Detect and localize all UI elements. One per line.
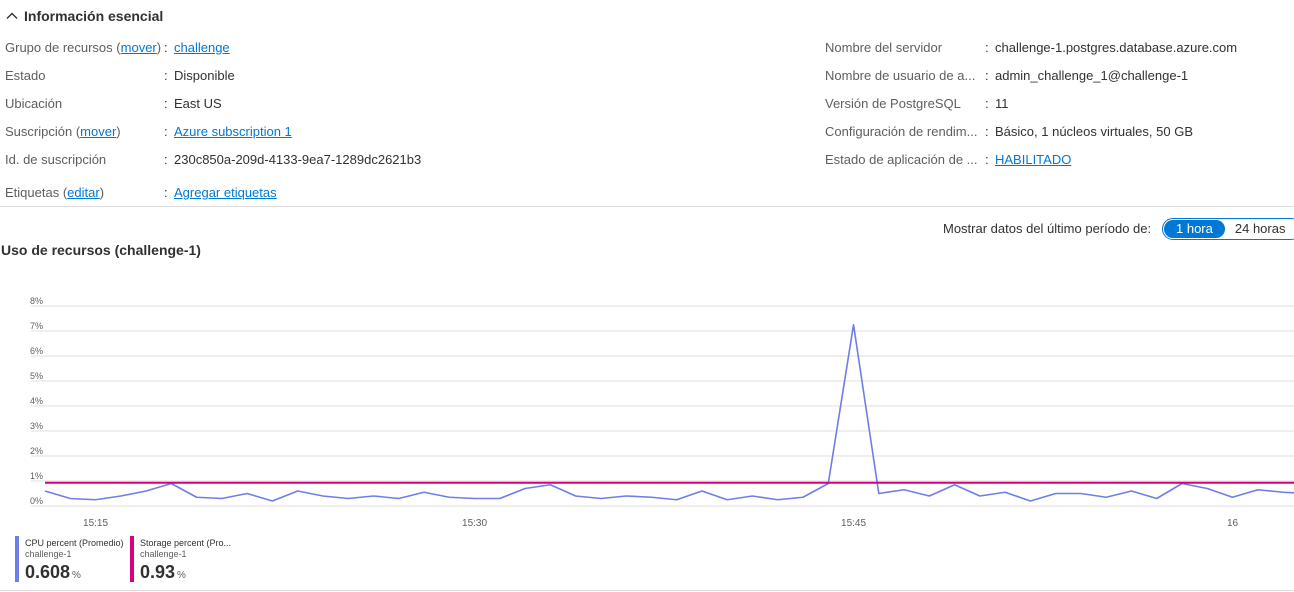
legend-cpu-swatch bbox=[15, 536, 19, 582]
chart-title: Uso de recursos (challenge-1) bbox=[1, 242, 201, 258]
edit-tags-link[interactable]: editar bbox=[67, 185, 100, 200]
resource-group-label: Grupo de recursos bbox=[5, 40, 113, 55]
status-label: Estado bbox=[5, 68, 46, 83]
legend-storage[interactable]: Storage percent (Pro... challenge-1 0.93… bbox=[130, 536, 240, 582]
location-value: East US bbox=[174, 96, 222, 111]
section-divider bbox=[0, 206, 1294, 207]
subscription-link[interactable]: Azure subscription 1 bbox=[174, 124, 292, 139]
time-range-toggle: 1 hora 24 horas bbox=[1162, 218, 1294, 240]
legend-cpu-value: 0.608% bbox=[25, 562, 81, 582]
server-name-value: challenge-1.postgres.database.azure.com bbox=[995, 40, 1238, 55]
add-tags-link[interactable]: Agregar etiquetas bbox=[174, 185, 277, 200]
x-axis-ticks: 15:15 15:30 15:45 16 bbox=[83, 518, 1239, 529]
pg-version-value: 11 bbox=[995, 96, 1009, 111]
admin-user-label: Nombre de usuario de a... bbox=[825, 68, 976, 83]
y-axis-ticks: 0% 1% 2% 3% 4% 5% 6% 7% 8% bbox=[30, 296, 43, 506]
essentials-toggle[interactable]: Información esencial bbox=[6, 6, 163, 26]
server-name-label: Nombre del servidor bbox=[825, 40, 943, 55]
y-tick-label: 2% bbox=[30, 446, 43, 456]
pg-version-label: Versión de PostgreSQL bbox=[825, 96, 961, 111]
legend-cpu-resource: challenge-1 bbox=[25, 549, 72, 559]
bottom-divider bbox=[0, 590, 1294, 591]
legend-storage-value: 0.93% bbox=[140, 562, 186, 582]
legend-storage-swatch bbox=[130, 536, 134, 582]
resource-usage-chart: 0% 1% 2% 3% 4% 5% 6% 7% 8% 15:15 15:30 15:45 16 bbox=[30, 296, 1294, 529]
location-label: Ubicación bbox=[5, 96, 63, 111]
legend-storage-resource: challenge-1 bbox=[140, 549, 187, 559]
enforce-state-link[interactable]: HABILITADO bbox=[995, 152, 1072, 167]
resource-group-link[interactable]: challenge bbox=[174, 40, 230, 55]
x-tick-label: 15:30 bbox=[462, 518, 487, 529]
essentials-title: Información esencial bbox=[24, 8, 164, 24]
enforce-state-label: Estado de aplicación de ... bbox=[825, 152, 978, 167]
time-range-label: Mostrar datos del último período de: bbox=[943, 221, 1152, 236]
legend-cpu[interactable]: CPU percent (Promedio) challenge-1 0.608… bbox=[15, 536, 130, 582]
move-resource-group-link[interactable]: mover bbox=[120, 40, 157, 55]
y-tick-label: 4% bbox=[30, 396, 43, 406]
y-tick-label: 3% bbox=[30, 421, 43, 431]
y-tick-label: 1% bbox=[30, 471, 43, 481]
cpu-series-line bbox=[44, 323, 1294, 502]
x-tick-label: 15:15 bbox=[83, 518, 108, 529]
time-range-1h-option[interactable]: 1 hora bbox=[1164, 220, 1225, 238]
x-tick-label: 15:45 bbox=[841, 518, 866, 529]
tags-label: Etiquetas bbox=[5, 185, 60, 200]
move-subscription-link[interactable]: mover bbox=[80, 124, 117, 139]
x-tick-label: 16 bbox=[1227, 518, 1239, 529]
resource-group-row: Grupo de recursos (mover) bbox=[5, 40, 162, 55]
chart-series bbox=[44, 323, 1294, 502]
y-tick-label: 8% bbox=[30, 296, 43, 306]
y-tick-label: 7% bbox=[30, 321, 43, 331]
subscription-id-value: 230c850a-209d-4133-9ea7-1289dc2621b3 bbox=[174, 152, 422, 167]
y-tick-label: 0% bbox=[30, 496, 43, 506]
subscription-id-label: Id. de suscripción bbox=[5, 152, 107, 167]
y-tick-label: 5% bbox=[30, 371, 43, 381]
subscription-row: Suscripción (mover) bbox=[5, 124, 121, 139]
admin-user-value: admin_challenge_1@challenge-1 bbox=[995, 68, 1189, 83]
chevron-up-icon bbox=[6, 12, 18, 19]
legend-storage-name: Storage percent (Pro... bbox=[140, 538, 232, 548]
legend-cpu-name: CPU percent (Promedio) bbox=[25, 538, 124, 548]
perf-config-value: Básico, 1 núcleos virtuales, 50 GB bbox=[995, 124, 1193, 139]
status-value: Disponible bbox=[174, 68, 235, 83]
y-tick-label: 6% bbox=[30, 346, 43, 356]
time-range-24h-option[interactable]: 24 horas bbox=[1234, 221, 1286, 236]
subscription-label: Suscripción bbox=[5, 124, 73, 139]
chart-grid bbox=[31, 305, 1294, 507]
perf-config-label: Configuración de rendim... bbox=[825, 124, 978, 139]
tags-row: Etiquetas (editar) bbox=[5, 185, 105, 200]
